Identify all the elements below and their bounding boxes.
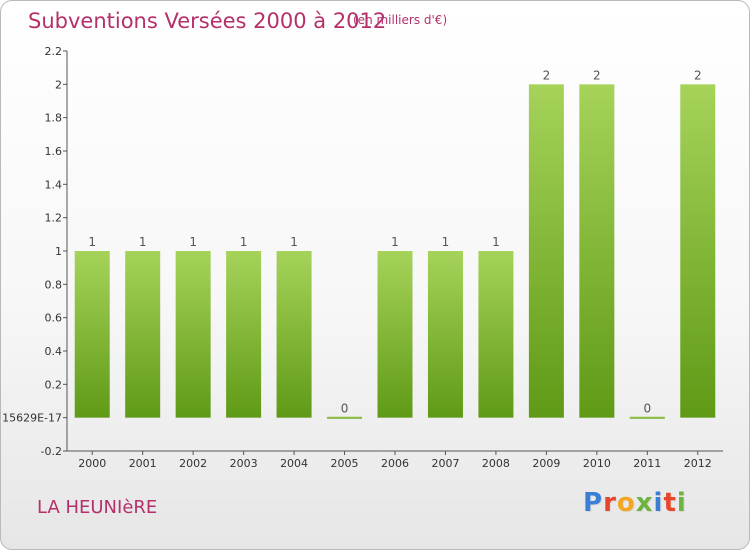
x-tick-label-2001: 2001 [129,457,157,470]
data-label-2012: 2 [694,68,702,82]
bar-2007 [427,251,463,418]
bars [74,84,716,419]
x-tick-label-2007: 2007 [431,457,459,470]
data-labels: 1 1 1 1 1 0 1 1 1 2 2 0 2 [88,68,701,415]
x-tick-label-2009: 2009 [532,457,560,470]
logo-letter: i [676,488,687,518]
data-label-2000: 1 [88,235,96,249]
y-tick-label: 1.6 [45,145,63,158]
y-tick-label: 2.2 [45,45,63,58]
y-tick-label: 2 [55,78,62,91]
unit-note: (en milliers d'€) [353,13,448,27]
y-tick-label: 1.2 [45,212,63,225]
data-label-2008: 1 [492,235,500,249]
bar-2011 [629,416,665,419]
bar-2010 [579,84,615,418]
x-tick-label-2000: 2000 [78,457,106,470]
logo-letter: o [616,488,636,518]
y-tick-label: 0.4 [45,345,63,358]
logo-letter: i [653,488,664,518]
data-label-2004: 1 [290,235,298,249]
bar-2000 [74,251,110,418]
data-label-2001: 1 [139,235,147,249]
axes: -0.2 -1.15629E-17 0.2 0.4 0.6 0.8 1 1.2 1.4 1.6 1.… [1,45,723,470]
chart-title: Subventions Versées 2000 à 2012 [28,9,387,33]
bar-2005 [327,416,363,419]
data-label-2009: 2 [543,68,551,82]
bar-2001 [125,251,161,418]
data-label-2002: 1 [189,235,197,249]
logo-letter: t [663,488,677,518]
x-tick-label-2002: 2002 [179,457,207,470]
y-tick-label: 0.6 [45,312,63,325]
bar-2006 [377,251,413,418]
bar-2003 [226,251,262,418]
data-label-2011: 0 [643,402,651,416]
x-tick-label-2003: 2003 [230,457,258,470]
y-tick-label: 1.4 [45,178,63,191]
bar-2004 [276,251,312,418]
y-tick-label: -0.2 [41,445,62,458]
bar-2002 [175,251,211,418]
y-tick-label: 0.8 [45,278,63,291]
logo-letter: P [583,488,604,518]
x-tick-label-2012: 2012 [684,457,712,470]
data-label-2003: 1 [240,235,248,249]
y-tick-label: 1.8 [45,112,63,125]
bar-2012 [680,84,716,418]
proxiti-logo: Proxiti [583,488,687,518]
logo-letter: r [603,488,617,518]
y-tick-label: 1 [55,245,62,258]
y-tick-label: 0.2 [45,378,63,391]
data-label-2005: 0 [341,402,349,416]
logo-letter: x [635,488,654,518]
data-label-2010: 2 [593,68,601,82]
x-tick-label-2004: 2004 [280,457,308,470]
x-tick-label-2008: 2008 [482,457,510,470]
data-label-2007: 1 [442,235,450,249]
commune-name: LA HEUNIèRE [37,497,158,518]
x-tick-label-2006: 2006 [381,457,409,470]
x-tick-label-2011: 2011 [633,457,661,470]
x-tick-label-2005: 2005 [331,457,359,470]
bar-2009 [528,84,564,418]
y-tick-label: -1.15629E-17 [1,412,62,425]
data-label-2006: 1 [391,235,399,249]
x-tick-label-2010: 2010 [583,457,611,470]
bar-2008 [478,251,514,418]
